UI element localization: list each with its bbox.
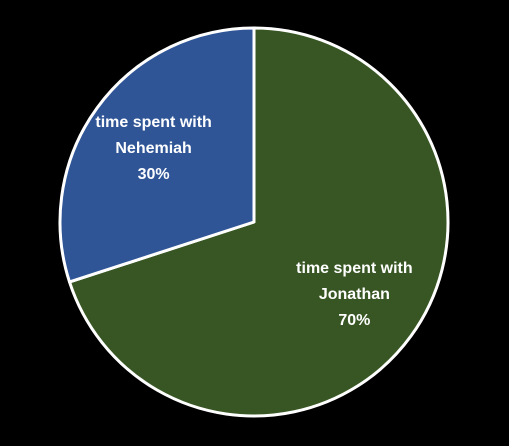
pie-slice-1 <box>58 26 256 284</box>
pie-slice-value-label: 70% <box>338 312 370 329</box>
pie-slice-category-label: Jonathan <box>319 286 390 303</box>
pie-slice-category-label: time spent with <box>296 260 412 277</box>
pie-slice-label-1: time spent with Nehemiah 30% <box>95 114 211 183</box>
pie-slice-0 <box>68 26 450 418</box>
pie-slices <box>58 26 450 418</box>
pie-slice-category-label: Nehemiah <box>115 140 191 157</box>
pie-slice-category-label: time spent with <box>95 114 211 131</box>
pie-labels: time spent with Jonathan 70%time spent wit… <box>95 114 412 329</box>
pie-slice-label-0: time spent with Jonathan 70% <box>296 260 412 329</box>
pie-slice-value-label: 30% <box>138 166 170 183</box>
